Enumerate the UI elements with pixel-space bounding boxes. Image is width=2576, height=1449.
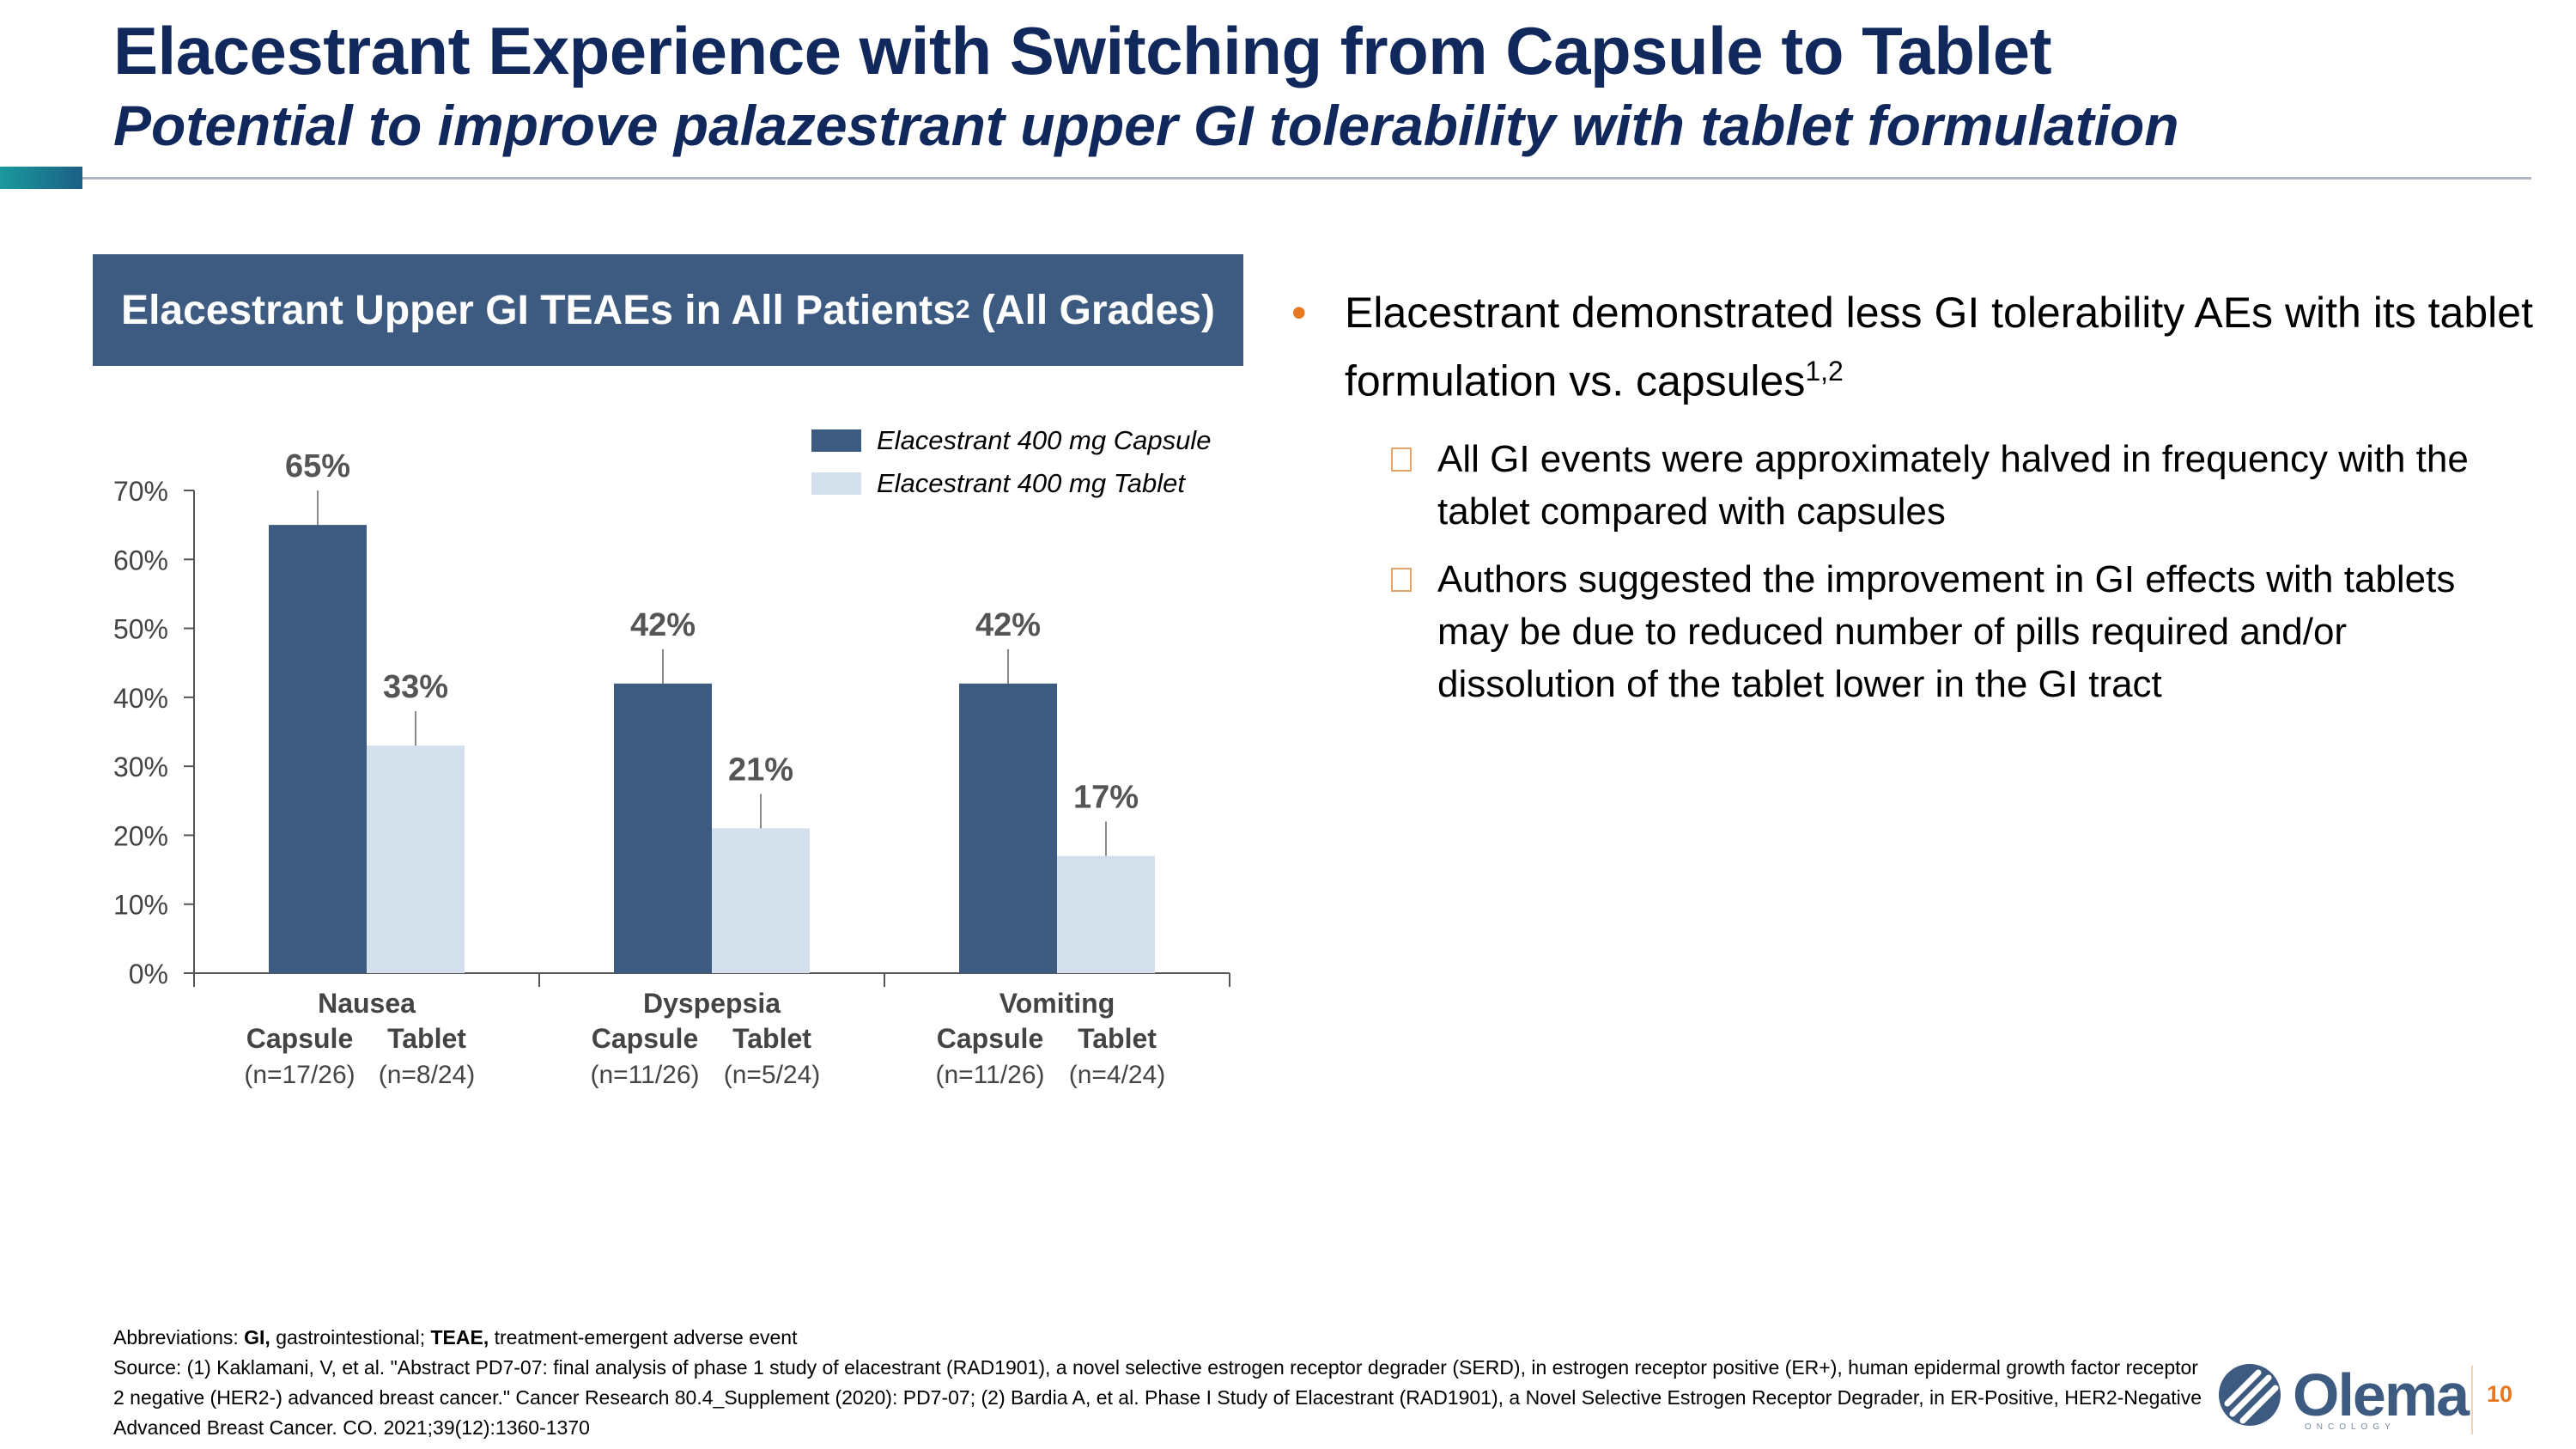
bullet-sub-1: All GI events were approximately halved … <box>1391 433 2533 538</box>
bar-dyspepsia-capsule <box>614 683 712 973</box>
n-label-tablet: (n=8/24) <box>379 1061 476 1089</box>
bar-nausea-capsule <box>269 525 367 973</box>
sub-label-capsule: Capsule <box>246 1023 353 1054</box>
page-number: 10 <box>2487 1381 2513 1407</box>
legend-swatch-capsule <box>811 429 861 452</box>
n-label-capsule: (n=17/26) <box>244 1061 355 1089</box>
sub-label-tablet: Tablet <box>1078 1023 1157 1054</box>
legend-swatch-tablet <box>811 472 861 495</box>
logo-tagline: ONCOLOGY <box>2305 1422 2396 1432</box>
data-label: 21% <box>728 752 793 788</box>
n-label-capsule: (n=11/26) <box>590 1061 699 1089</box>
bar-nausea-tablet <box>367 746 465 973</box>
chart-header: Elacestrant Upper GI TEAEs in All Patien… <box>93 254 1243 366</box>
checkbox-bullet-icon <box>1391 567 1412 592</box>
y-tick-label: 0% <box>129 959 168 989</box>
bar-vomiting-capsule <box>959 683 1057 973</box>
category-label: Vomiting <box>999 988 1115 1019</box>
footer-divider <box>2471 1366 2473 1434</box>
abbr-gi: GI, <box>244 1326 270 1349</box>
category-label: Dyspepsia <box>643 988 781 1019</box>
y-tick-label: 40% <box>113 683 168 714</box>
company-logo: Olema ONCOLOGY <box>2215 1361 2470 1432</box>
bullet-dot-icon: • <box>1291 289 1307 337</box>
bullet-list: • Elacestrant demonstrated less GI toler… <box>1279 283 2533 710</box>
bullet-main-sup: 1,2 <box>1805 356 1844 387</box>
n-label-capsule: (n=11/26) <box>935 1061 1044 1089</box>
bar-dyspepsia-tablet <box>712 828 810 973</box>
data-label: 42% <box>630 607 696 643</box>
bullet-main: • Elacestrant demonstrated less GI toler… <box>1279 283 2533 411</box>
abbr-teae-def: treatment-emergent adverse event <box>489 1326 798 1349</box>
y-tick-label: 70% <box>113 476 168 507</box>
data-label: 33% <box>383 669 448 705</box>
abbr-teae: TEAE, <box>430 1326 489 1349</box>
y-tick-label: 60% <box>113 545 168 575</box>
bullet-main-text: Elacestrant demonstrated less GI tolerab… <box>1345 289 2533 405</box>
y-tick-label: 10% <box>113 890 168 921</box>
olema-logo-icon <box>2219 1364 2281 1426</box>
logo-wordmark: Olema <box>2293 1361 2470 1428</box>
sub-label-capsule: Capsule <box>592 1023 698 1054</box>
footer-notes: Abbreviations: GI, gastrointestional; TE… <box>113 1323 2208 1443</box>
accent-bar <box>0 167 82 189</box>
bullet-sub-1-text: All GI events were approximately halved … <box>1437 437 2469 533</box>
chart-header-suffix: (All Grades) <box>969 287 1215 333</box>
abbreviations: Abbreviations: GI, gastrointestional; TE… <box>113 1323 2208 1353</box>
n-label-tablet: (n=5/24) <box>724 1061 821 1089</box>
y-tick-label: 30% <box>113 752 168 782</box>
checkbox-bullet-icon <box>1391 447 1412 472</box>
y-tick-label: 20% <box>113 820 168 851</box>
legend-label-tablet: Elacestrant 400 mg Tablet <box>877 468 1186 498</box>
sub-label-tablet: Tablet <box>387 1023 466 1054</box>
sub-label-capsule: Capsule <box>937 1023 1043 1054</box>
data-label: 65% <box>285 448 350 484</box>
data-label: 17% <box>1073 780 1139 816</box>
legend-label-capsule: Elacestrant 400 mg Capsule <box>877 425 1211 455</box>
source-citation: Source: (1) Kaklamani, V, et al. "Abstra… <box>113 1356 2202 1439</box>
sub-label-tablet: Tablet <box>732 1023 811 1054</box>
n-label-tablet: (n=4/24) <box>1069 1061 1166 1089</box>
chart-header-text: Elacestrant Upper GI TEAEs in All Patien… <box>121 287 956 333</box>
category-label: Nausea <box>318 988 416 1019</box>
title-divider <box>82 177 2531 180</box>
bullet-sub-2: Authors suggested the improvement in GI … <box>1391 553 2533 710</box>
abbr-label: Abbreviations: <box>113 1326 245 1349</box>
y-tick-label: 50% <box>113 614 168 645</box>
data-label: 42% <box>975 607 1041 643</box>
abbr-gi-def: gastrointestional; <box>270 1326 431 1349</box>
bar-vomiting-tablet <box>1057 855 1155 973</box>
chart-header-sup: 2 <box>955 295 970 324</box>
bullet-sub-2-text: Authors suggested the improvement in GI … <box>1437 557 2456 705</box>
slide-title: Elacestrant Experience with Switching fr… <box>113 13 2052 88</box>
slide-subtitle: Potential to improve palazestrant upper … <box>113 94 2179 157</box>
